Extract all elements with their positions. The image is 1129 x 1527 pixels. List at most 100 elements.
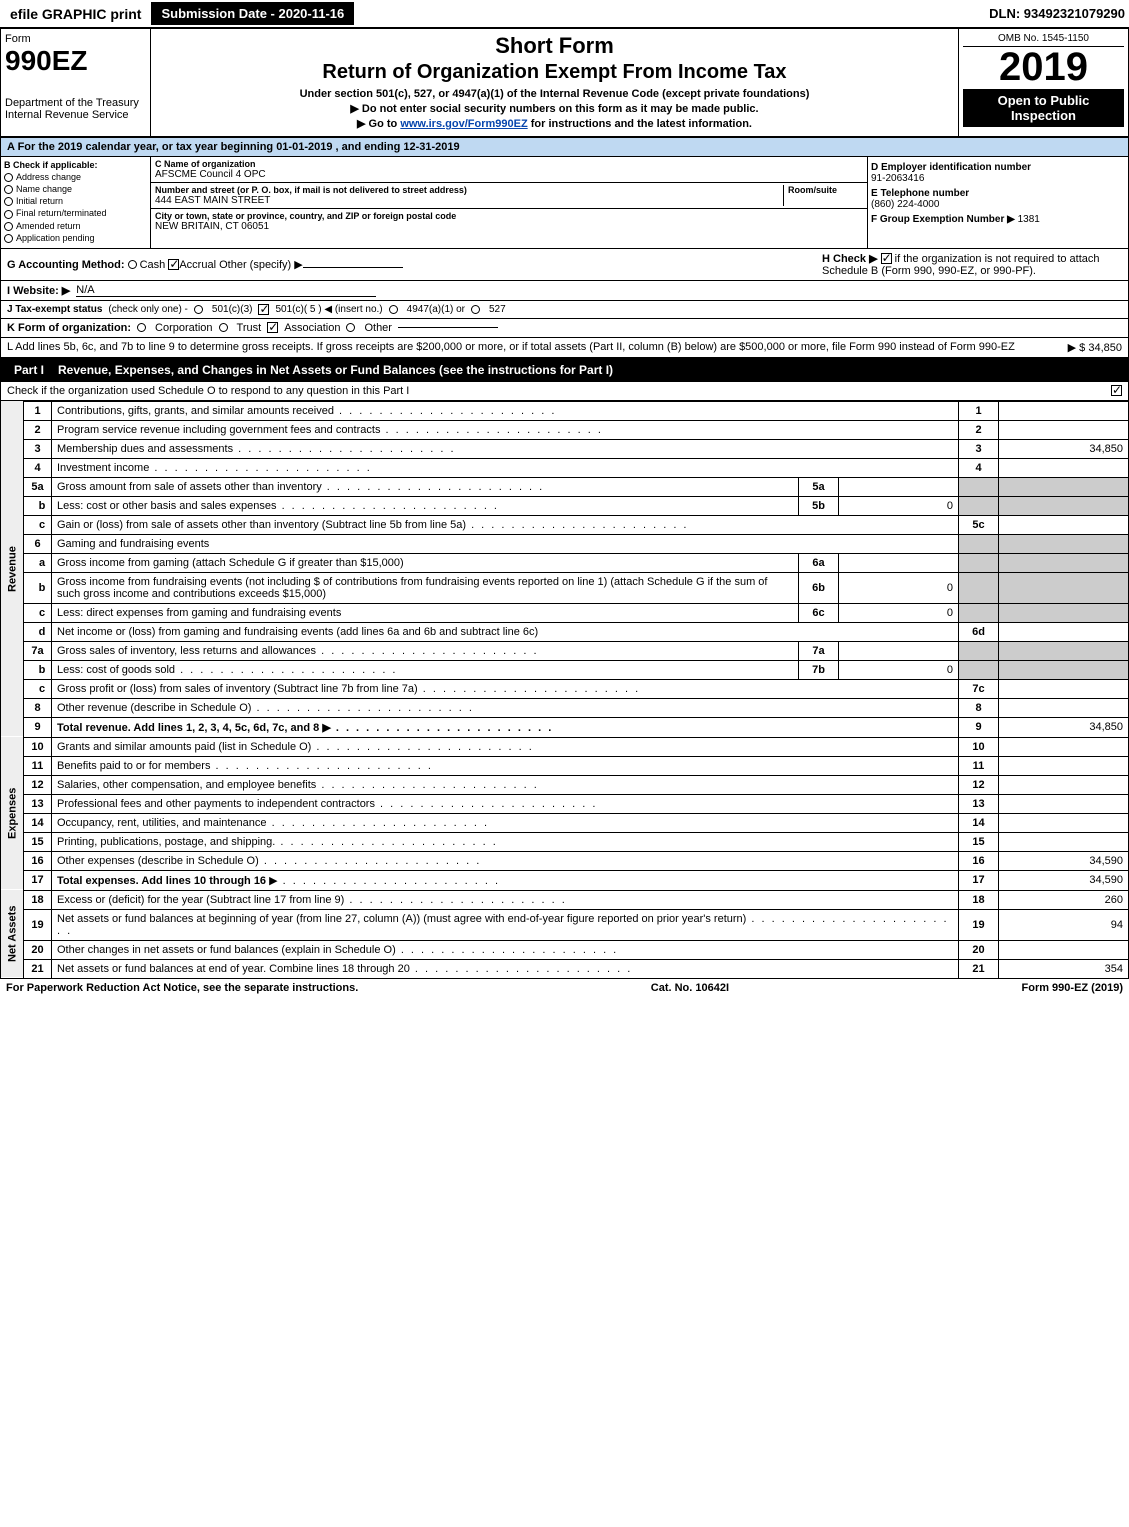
radio-trust[interactable] bbox=[219, 323, 228, 332]
line-5b-desc: Less: cost or other basis and sales expe… bbox=[52, 496, 799, 515]
line-7c-val bbox=[999, 679, 1129, 698]
radio-4947[interactable] bbox=[389, 305, 398, 314]
org-name: AFSCME Council 4 OPC bbox=[155, 169, 863, 180]
line-l-text: L Add lines 5b, 6c, and 7b to line 9 to … bbox=[7, 341, 1015, 353]
checkbox-address-change[interactable]: Address change bbox=[4, 172, 147, 182]
checkbox-application-pending[interactable]: Application pending bbox=[4, 233, 147, 243]
city-label: City or town, state or province, country… bbox=[155, 211, 863, 221]
mini-7a: 7a bbox=[799, 641, 839, 660]
other-specify-input[interactable] bbox=[303, 267, 403, 268]
goto-suffix: for instructions and the latest informat… bbox=[531, 118, 752, 130]
goto-prefix: ▶ Go to bbox=[357, 118, 400, 130]
line-6-desc: Gaming and fundraising events bbox=[52, 534, 959, 553]
group-exemption-label: F Group Exemption Number ▶ bbox=[871, 214, 1015, 225]
line-4-val bbox=[999, 458, 1129, 477]
line-6d-desc: Net income or (loss) from gaming and fun… bbox=[52, 622, 959, 641]
line-13-desc: Professional fees and other payments to … bbox=[52, 794, 959, 813]
line-8-val bbox=[999, 698, 1129, 717]
checkbox-amended-return[interactable]: Amended return bbox=[4, 221, 147, 231]
other-org-input[interactable] bbox=[398, 327, 498, 328]
section-c: C Name of organization AFSCME Council 4 … bbox=[151, 157, 868, 248]
line-19-desc: Net assets or fund balances at beginning… bbox=[52, 909, 959, 940]
form-org-label: K Form of organization: bbox=[7, 322, 131, 334]
line-18-val: 260 bbox=[999, 890, 1129, 909]
dln-label: DLN: 93492321079290 bbox=[989, 6, 1125, 21]
footer-left: For Paperwork Reduction Act Notice, see … bbox=[6, 982, 358, 994]
line-15-desc: Printing, publications, postage, and shi… bbox=[52, 832, 959, 851]
header-left: Form 990EZ Department of the Treasury In… bbox=[1, 29, 151, 136]
form-label: Form bbox=[5, 33, 146, 45]
line-9-desc: Total revenue. Add lines 1, 2, 3, 4, 5c,… bbox=[52, 717, 959, 737]
part1-check-line: Check if the organization used Schedule … bbox=[0, 382, 1129, 401]
line-16-val: 34,590 bbox=[999, 851, 1129, 870]
line-21-desc: Net assets or fund balances at end of ye… bbox=[52, 959, 959, 978]
footer: For Paperwork Reduction Act Notice, see … bbox=[0, 979, 1129, 997]
radio-527[interactable] bbox=[471, 305, 480, 314]
checkbox-name-change[interactable]: Name change bbox=[4, 184, 147, 194]
line-5a-mval bbox=[839, 477, 959, 496]
line-17-val: 34,590 bbox=[999, 870, 1129, 890]
info-grid: B Check if applicable: Address change Na… bbox=[0, 157, 1129, 249]
footer-right: Form 990-EZ (2019) bbox=[1022, 982, 1123, 994]
header-center: Short Form Return of Organization Exempt… bbox=[151, 29, 958, 136]
main-table: Revenue 1 Contributions, gifts, grants, … bbox=[0, 401, 1129, 979]
line-5c-desc: Gain or (loss) from sale of assets other… bbox=[52, 515, 959, 534]
line-6c-mval: 0 bbox=[839, 603, 959, 622]
mini-5b: 5b bbox=[799, 496, 839, 515]
row-num: 1 bbox=[24, 401, 52, 420]
form-header: Form 990EZ Department of the Treasury In… bbox=[0, 28, 1129, 137]
submission-date-button[interactable]: Submission Date - 2020-11-16 bbox=[151, 2, 354, 25]
part1-label: Part I bbox=[8, 361, 50, 379]
line-6a-mval bbox=[839, 553, 959, 572]
line-6b-mval: 0 bbox=[839, 572, 959, 603]
section-b-title: B Check if applicable: bbox=[4, 160, 147, 170]
section-d: D Employer identification number 91-2063… bbox=[868, 157, 1128, 248]
section-b: B Check if applicable: Address change Na… bbox=[1, 157, 151, 248]
line-12-desc: Salaries, other compensation, and employ… bbox=[52, 775, 959, 794]
line-16-desc: Other expenses (describe in Schedule O) bbox=[52, 851, 959, 870]
line-6d-val bbox=[999, 622, 1129, 641]
irs-link[interactable]: www.irs.gov/Form990EZ bbox=[400, 118, 527, 130]
line-j: J Tax-exempt status (check only one) - 5… bbox=[0, 301, 1129, 319]
radio-corporation[interactable] bbox=[137, 323, 146, 332]
tax-year: 2019 bbox=[963, 47, 1124, 87]
city-state-zip: NEW BRITAIN, CT 06051 bbox=[155, 221, 863, 232]
tax-exempt-label: J Tax-exempt status bbox=[7, 304, 102, 315]
line-3-val: 34,850 bbox=[999, 439, 1129, 458]
period-row: A For the 2019 calendar year, or tax yea… bbox=[0, 137, 1129, 157]
line-1-num: 1 bbox=[959, 401, 999, 420]
checkbox-501c[interactable] bbox=[258, 304, 269, 315]
checkbox-initial-return[interactable]: Initial return bbox=[4, 196, 147, 206]
line-11-desc: Benefits paid to or for members bbox=[52, 756, 959, 775]
line-h-label: H Check ▶ bbox=[822, 253, 878, 265]
line-3-desc: Membership dues and assessments bbox=[52, 439, 959, 458]
revenue-vert-label: Revenue bbox=[1, 401, 24, 737]
form-number: 990EZ bbox=[5, 45, 146, 77]
radio-cash[interactable] bbox=[128, 260, 137, 269]
ein-label: D Employer identification number bbox=[871, 162, 1125, 173]
line-15-val bbox=[999, 832, 1129, 851]
line-21-val: 354 bbox=[999, 959, 1129, 978]
radio-501c3[interactable] bbox=[194, 305, 203, 314]
line-k: K Form of organization: Corporation Trus… bbox=[0, 319, 1129, 338]
checkbox-schedule-o[interactable] bbox=[1111, 385, 1122, 396]
title-return: Return of Organization Exempt From Incom… bbox=[155, 61, 954, 84]
line-l: L Add lines 5b, 6c, and 7b to line 9 to … bbox=[0, 338, 1129, 358]
line-6b-desc: Gross income from fundraising events (no… bbox=[52, 572, 799, 603]
expenses-vert-label: Expenses bbox=[1, 737, 24, 890]
line-19-val: 94 bbox=[999, 909, 1129, 940]
line-4-desc: Investment income bbox=[52, 458, 959, 477]
part1-header: Part I Revenue, Expenses, and Changes in… bbox=[0, 358, 1129, 382]
part1-heading: Revenue, Expenses, and Changes in Net As… bbox=[58, 363, 613, 377]
mini-5a: 5a bbox=[799, 477, 839, 496]
line-11-val bbox=[999, 756, 1129, 775]
checkbox-schedule-b[interactable] bbox=[881, 253, 892, 264]
radio-other-org[interactable] bbox=[346, 323, 355, 332]
line-g-h: G Accounting Method: Cash Accrual Other … bbox=[0, 249, 1129, 281]
checkbox-final-return[interactable]: Final return/terminated bbox=[4, 208, 147, 218]
phone-value: (860) 224-4000 bbox=[871, 199, 1125, 210]
line-2-desc: Program service revenue including govern… bbox=[52, 420, 959, 439]
open-public-badge: Open to Public Inspection bbox=[963, 89, 1124, 127]
checkbox-association[interactable] bbox=[267, 322, 278, 333]
checkbox-accrual[interactable] bbox=[168, 259, 179, 270]
